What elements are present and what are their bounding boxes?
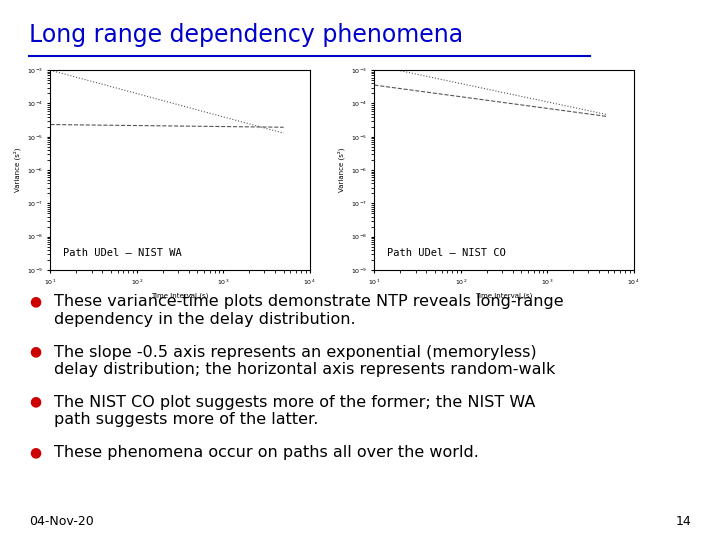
X-axis label: Time Interval (s): Time Interval (s) [475,293,533,299]
Text: Path UDel – NIST WA: Path UDel – NIST WA [63,248,182,258]
Y-axis label: Variance (s²): Variance (s²) [338,148,345,192]
Text: The NIST CO plot suggests more of the former; the NIST WA
path suggests more of : The NIST CO plot suggests more of the fo… [54,395,536,427]
Text: Long range dependency phenomena: Long range dependency phenomena [29,23,463,47]
Text: Path UDel – NIST CO: Path UDel – NIST CO [387,248,506,258]
Text: ●: ● [29,395,41,409]
Y-axis label: Variance (s²): Variance (s²) [14,148,21,192]
Text: ●: ● [29,345,41,359]
Text: These variance-time plots demonstrate NTP reveals long-range
dependency in the d: These variance-time plots demonstrate NT… [54,294,564,327]
Text: ●: ● [29,445,41,459]
X-axis label: Time Interval (s): Time Interval (s) [151,293,209,299]
Text: The slope -0.5 axis represents an exponential (memoryless)
delay distribution; t: The slope -0.5 axis represents an expone… [54,345,555,377]
Text: 14: 14 [675,515,691,528]
Text: ●: ● [29,294,41,308]
Text: These phenomena occur on paths all over the world.: These phenomena occur on paths all over … [54,445,479,460]
Text: 04-Nov-20: 04-Nov-20 [29,515,94,528]
